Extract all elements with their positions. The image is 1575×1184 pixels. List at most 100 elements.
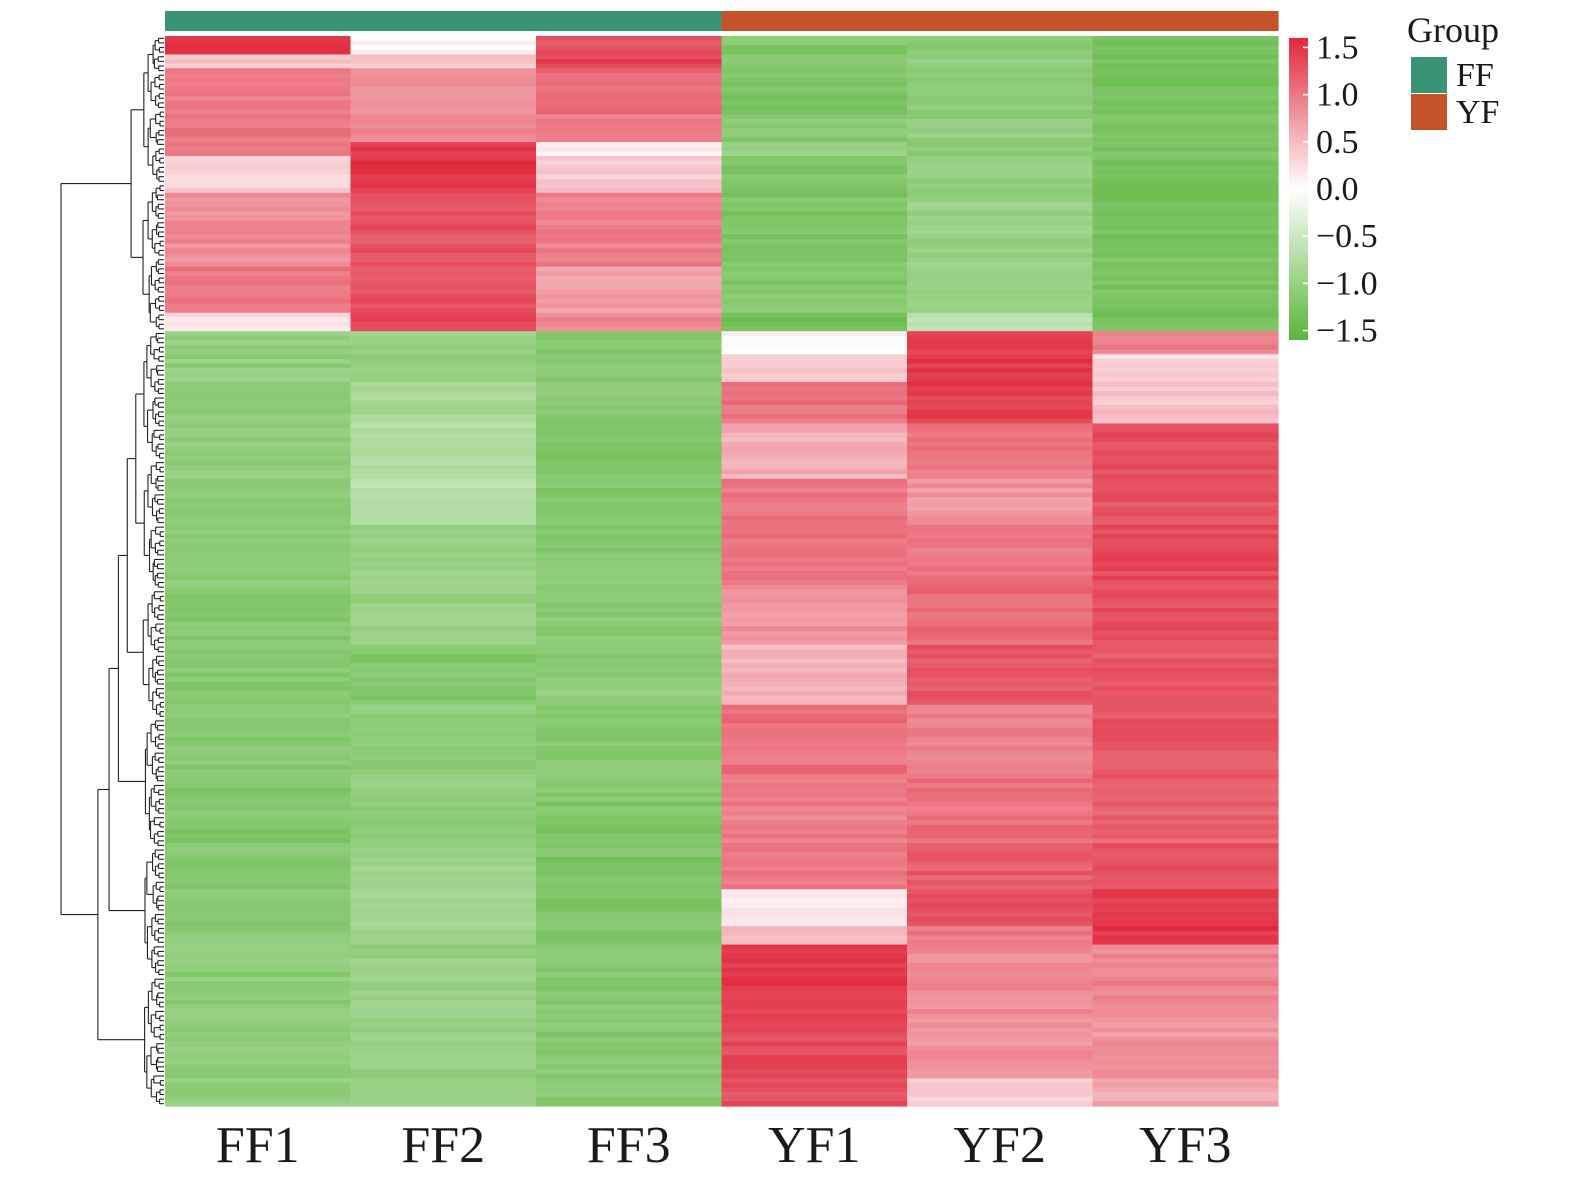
heatmap-cell [165,151,352,157]
heatmap-cell [350,787,537,793]
heatmap-cell [536,285,723,291]
heatmap-cell [721,1082,908,1089]
heatmap-cell [1092,1096,1279,1102]
heatmap-cell [1092,335,1279,341]
heatmap-cell [1092,206,1279,212]
heatmap-cell [165,976,352,983]
heatmap-cell [536,815,723,821]
heatmap-cell [350,677,537,683]
heatmap-cell [350,197,537,203]
heatmap-cell [165,358,352,365]
heatmap-cell [350,358,537,365]
heatmap-cell [165,105,352,111]
heatmap-cell [350,238,537,245]
heatmap-cell [1092,635,1279,641]
heatmap-cell [907,815,1094,821]
heatmap-cell [721,428,908,434]
heatmap-cell [721,312,908,318]
heatmap-cell [907,109,1094,115]
heatmap-cell [1092,183,1279,189]
heatmap-cell [536,630,723,637]
heatmap-cell [350,1087,537,1093]
heatmap-cell [721,630,908,637]
heatmap-cell [536,455,723,461]
heatmap-cell [165,492,352,498]
heatmap-cell [350,95,537,102]
heatmap-cell [721,146,908,152]
heatmap-cell [165,870,352,876]
heatmap-cell [536,547,723,554]
heatmap-cell [907,95,1094,102]
heatmap-cell [536,363,723,369]
heatmap-cell [907,796,1094,803]
heatmap-cell [165,856,352,863]
heatmap-cell [907,354,1094,360]
heatmap-cell [350,326,537,332]
heatmap-cell [165,903,352,909]
heatmap-cell [1092,349,1279,355]
heatmap-cell [1092,838,1279,844]
heatmap-cell [721,612,908,618]
heatmap-cell [1092,935,1279,941]
heatmap-cell [536,824,723,830]
heatmap-cell [165,1046,352,1052]
heatmap-cell [350,926,537,932]
heatmap-cell [350,68,537,74]
heatmap-cell [721,820,908,826]
heatmap-cell [165,792,352,798]
heatmap-cell [350,86,537,92]
heatmap-cell [721,414,908,420]
heatmap-cell [1092,400,1279,406]
heatmap-cell [1092,949,1279,955]
heatmap-cell [907,469,1094,475]
heatmap-cell [721,741,908,747]
heatmap-cell [350,778,537,784]
column-label: FF3 [587,1117,671,1174]
heatmap-cell [350,308,537,314]
heatmap-cell [907,363,1094,369]
heatmap-cell [721,331,908,337]
heatmap-cell [907,215,1094,222]
heatmap-cell [1092,630,1279,637]
heatmap-cell [1092,603,1279,609]
heatmap-cell [165,843,352,849]
heatmap-cell [350,202,537,208]
heatmap-cell [721,1078,908,1084]
heatmap-cell [1092,49,1279,56]
heatmap-cell [721,580,908,586]
heatmap-cell [536,1027,723,1033]
heatmap-cell [165,354,352,360]
heatmap-cell [350,123,537,129]
heatmap-cell [350,672,537,678]
heatmap-cell [165,128,352,134]
heatmap-cell [165,543,352,549]
heatmap-cell [536,178,723,185]
heatmap-cell [721,598,908,604]
heatmap-cell [536,561,723,567]
heatmap-cell [721,128,908,134]
heatmap-cell [907,372,1094,378]
heatmap-cell [165,114,352,120]
heatmap-cell [350,995,537,1001]
heatmap-cell [907,391,1094,397]
heatmap-cell [350,418,537,425]
heatmap-cell [907,953,1094,960]
heatmap-cell [1092,95,1279,102]
heatmap-cell [1092,972,1279,978]
heatmap-cell [536,275,723,282]
heatmap-cell [907,626,1094,632]
heatmap-cell [165,1092,352,1098]
heatmap-cell [165,967,352,973]
heatmap-cell [536,796,723,803]
heatmap-cell [1092,783,1279,789]
heatmap-cell [350,386,537,392]
heatmap-cell [165,428,352,434]
heatmap-cell [907,589,1094,595]
heatmap-cell [536,137,723,143]
heatmap-cell [165,40,352,46]
heatmap-cell [536,778,723,784]
heatmap-cell [1092,930,1279,936]
heatmap-cell [165,930,352,936]
heatmap-cell [721,77,908,83]
heatmap-cell [165,257,352,263]
